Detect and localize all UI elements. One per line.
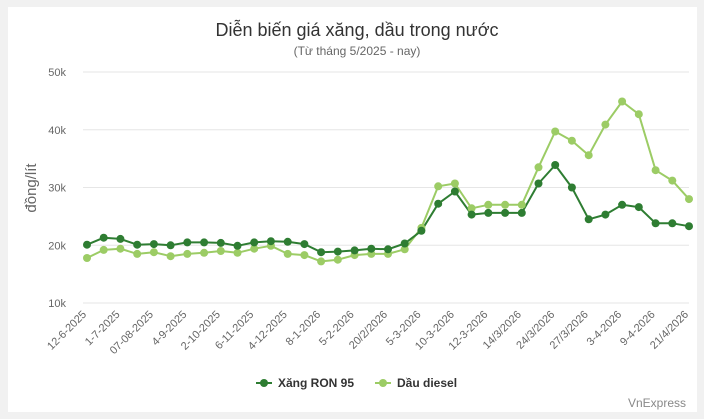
data-point-s1-35	[668, 176, 677, 185]
y-tick-label: 50k	[48, 67, 66, 79]
data-point-s0-17	[367, 244, 376, 253]
y-tick-label: 20k	[48, 240, 66, 252]
data-point-s0-27	[534, 179, 543, 188]
y-axis-label: đồng/lít	[23, 163, 40, 213]
data-point-s1-26	[517, 200, 526, 209]
data-point-s0-7	[200, 238, 209, 247]
data-point-s0-22	[450, 187, 459, 196]
data-point-s1-14	[317, 257, 326, 266]
x-tick-label: 8-1-2026	[284, 309, 324, 349]
y-tick-label: 40k	[48, 125, 66, 137]
legend-item-label: Dầu diesel	[397, 376, 457, 390]
data-point-s0-3	[133, 240, 142, 249]
data-point-s0-9	[233, 241, 242, 250]
data-point-s1-10	[250, 244, 259, 253]
data-point-s0-0	[83, 240, 91, 249]
data-point-s0-4	[149, 240, 158, 249]
data-point-s1-9	[233, 248, 242, 257]
y-tick-label: 30k	[48, 183, 66, 195]
data-point-s1-31	[601, 120, 610, 129]
data-point-s0-32	[618, 200, 627, 209]
x-tick-label: 12-6-2025	[45, 309, 89, 353]
data-point-s0-23	[467, 210, 476, 219]
data-point-s1-12	[283, 249, 292, 258]
data-point-s0-12	[283, 237, 292, 246]
data-point-s1-23	[467, 204, 476, 213]
data-point-s0-25	[501, 208, 510, 217]
data-point-s0-28	[551, 161, 560, 169]
series-line-1	[86, 100, 690, 263]
data-point-s1-24	[484, 200, 493, 209]
legend-swatch-marker-0	[260, 379, 268, 387]
data-point-s0-6	[183, 238, 192, 247]
gridlines	[83, 71, 689, 304]
data-point-s1-7	[200, 248, 209, 257]
data-point-s1-5	[166, 252, 175, 261]
data-point-s0-13	[300, 240, 309, 249]
y-axis-ticks: 10k 20k 30k 40k 50k	[48, 67, 66, 310]
data-point-s1-22	[450, 179, 459, 188]
data-point-s1-8	[216, 247, 225, 255]
data-point-s0-2	[116, 234, 125, 243]
data-point-s0-30	[584, 215, 593, 224]
x-tick-label: 3-4-2026	[585, 309, 625, 349]
data-point-s1-1	[99, 245, 108, 254]
data-point-s0-5	[166, 241, 175, 250]
data-point-s0-21	[434, 199, 443, 208]
data-point-s0-31	[601, 210, 610, 219]
chart-title: Diễn biến giá xăng, dầu trong nước	[215, 19, 498, 40]
data-point-s0-16	[350, 246, 359, 255]
legend[interactable]: Xăng RON 95 Dầu diesel	[256, 376, 457, 390]
data-point-s1-3	[133, 249, 142, 258]
data-point-s0-14	[317, 248, 326, 257]
data-point-s1-4	[149, 248, 158, 257]
data-point-s0-36	[685, 222, 693, 231]
y-tick-label: 10k	[48, 298, 66, 310]
data-point-s0-11	[266, 237, 275, 246]
data-point-s1-19	[400, 245, 409, 254]
legend-swatch-marker-1	[379, 379, 387, 387]
x-axis-ticks: 12-6-20251-7-202507-08-20254-9-20252-10-…	[45, 309, 691, 357]
data-point-s1-29	[567, 136, 576, 145]
data-point-s1-25	[501, 200, 510, 209]
data-point-s0-33	[634, 203, 643, 212]
data-point-s1-21	[434, 182, 443, 191]
chart-subtitle: (Từ tháng 5/2025 - nay)	[294, 44, 421, 58]
data-point-s1-30	[584, 151, 593, 160]
data-point-s0-15	[333, 247, 342, 256]
data-point-s1-0	[83, 254, 91, 262]
data-point-s0-18	[384, 245, 392, 254]
data-point-s1-33	[634, 110, 643, 119]
data-point-s0-8	[216, 238, 225, 247]
data-point-s1-36	[685, 195, 693, 204]
legend-item-label: Xăng RON 95	[278, 376, 354, 390]
series-line-0	[86, 164, 690, 254]
data-point-s0-24	[484, 208, 493, 217]
data-point-s0-10	[250, 238, 259, 247]
data-point-s1-28	[551, 127, 560, 136]
data-point-s0-34	[651, 219, 660, 228]
data-point-s1-6	[183, 249, 192, 258]
data-point-s0-20	[417, 226, 426, 235]
data-point-s1-32	[618, 97, 627, 106]
data-point-s0-35	[668, 219, 677, 228]
data-point-s1-34	[651, 166, 660, 175]
data-point-s0-26	[517, 208, 526, 217]
series-lines	[86, 100, 690, 263]
chart-frame: Diễn biến giá xăng, dầu trong nước (Từ t…	[8, 7, 697, 412]
data-point-s1-13	[300, 251, 309, 260]
line-chart: Diễn biến giá xăng, dầu trong nước (Từ t…	[23, 19, 693, 410]
data-point-s1-27	[534, 163, 543, 172]
series-points	[83, 97, 693, 266]
data-point-s1-2	[116, 244, 125, 253]
data-point-s0-29	[567, 183, 576, 192]
data-point-s0-1	[99, 233, 108, 242]
data-point-s0-19	[400, 239, 409, 248]
credit-text: VnExpress	[628, 396, 686, 410]
data-point-s1-15	[333, 255, 342, 264]
